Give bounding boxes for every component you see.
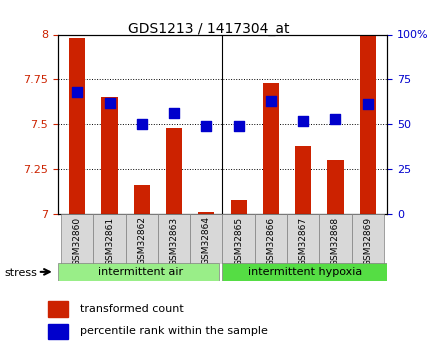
Bar xyxy=(198,212,214,214)
Bar xyxy=(101,97,117,214)
Point xyxy=(364,102,371,107)
Bar xyxy=(134,185,150,214)
Bar xyxy=(255,214,287,264)
Point xyxy=(299,118,307,124)
Point xyxy=(106,100,113,106)
Bar xyxy=(49,324,68,339)
Point xyxy=(332,116,339,121)
Bar xyxy=(360,36,376,214)
Text: GSM32860: GSM32860 xyxy=(73,216,82,266)
Bar xyxy=(49,301,68,317)
Bar xyxy=(222,263,387,281)
Bar xyxy=(352,214,384,264)
Bar xyxy=(328,160,344,214)
Bar xyxy=(263,83,279,214)
Bar xyxy=(69,38,85,214)
Bar xyxy=(295,146,312,214)
Text: GDS1213 / 1417304_at: GDS1213 / 1417304_at xyxy=(129,22,290,37)
Text: GSM32866: GSM32866 xyxy=(267,216,275,266)
Bar xyxy=(58,263,219,281)
Bar xyxy=(125,214,158,264)
Bar xyxy=(158,214,190,264)
Point xyxy=(203,123,210,129)
Bar xyxy=(93,214,125,264)
Text: intermittent hypoxia: intermittent hypoxia xyxy=(248,267,362,277)
Text: transformed count: transformed count xyxy=(80,304,183,314)
Bar xyxy=(320,214,352,264)
Bar xyxy=(61,214,93,264)
Point xyxy=(138,121,146,127)
Text: GSM32869: GSM32869 xyxy=(363,216,372,266)
Text: intermittent air: intermittent air xyxy=(97,267,183,277)
Text: GSM32861: GSM32861 xyxy=(105,216,114,266)
Point xyxy=(74,89,81,95)
Bar xyxy=(222,214,255,264)
Bar xyxy=(287,214,320,264)
Text: GSM32868: GSM32868 xyxy=(331,216,340,266)
Text: GSM32863: GSM32863 xyxy=(170,216,178,266)
Text: percentile rank within the sample: percentile rank within the sample xyxy=(80,326,267,336)
Point xyxy=(170,111,178,116)
Bar xyxy=(231,199,247,214)
Text: GSM32867: GSM32867 xyxy=(299,216,307,266)
Text: GSM32865: GSM32865 xyxy=(234,216,243,266)
Bar xyxy=(190,214,222,264)
Point xyxy=(267,98,275,104)
Text: stress: stress xyxy=(4,268,37,278)
Bar xyxy=(166,128,182,214)
Text: GSM32862: GSM32862 xyxy=(138,216,146,265)
Point xyxy=(235,123,242,129)
Text: GSM32864: GSM32864 xyxy=(202,216,211,265)
